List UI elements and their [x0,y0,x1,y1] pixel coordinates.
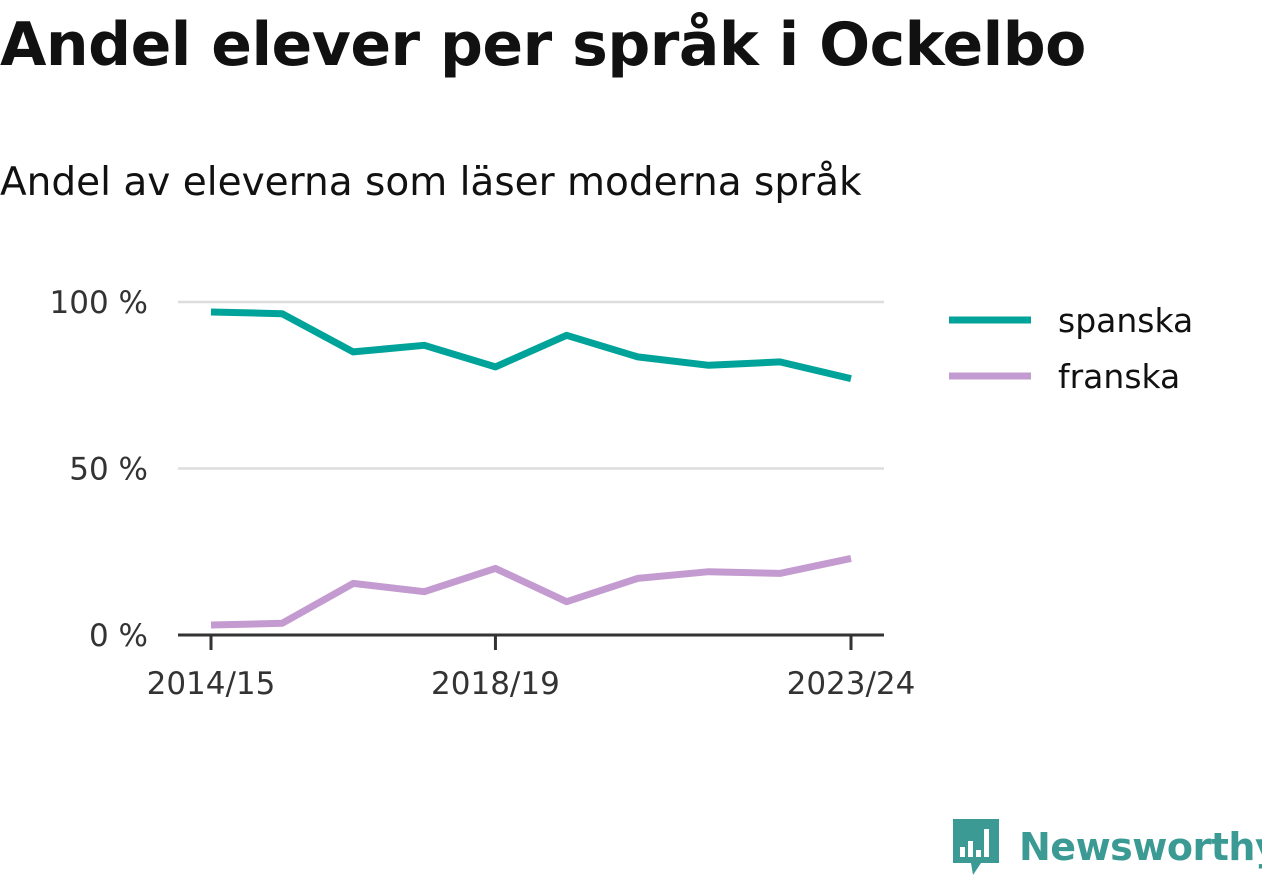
y-tick-label: 0 % [89,618,148,654]
series-line-spanska [210,308,852,383]
chart-title: Andel elever per språk i Ockelbo [0,10,1086,80]
x-tick-label: 2018/19 [431,666,560,702]
newsworthy-brand: Newsworthy [951,817,1262,877]
legend-label-spanska: spanska [1058,301,1193,340]
series-line-franska [210,554,852,629]
chart-subtitle: Andel av eleverna som läser moderna språ… [0,160,862,205]
legend-label-franska: franska [1058,357,1180,396]
x-tick-label: 2023/24 [787,666,916,702]
newsworthy-logo-icon [953,819,999,875]
y-tick-label: 100 % [50,285,148,321]
x-tick-label: 2014/15 [147,666,276,702]
brand-name: Newsworthy [1019,825,1262,869]
y-tick-label: 50 % [69,452,148,488]
